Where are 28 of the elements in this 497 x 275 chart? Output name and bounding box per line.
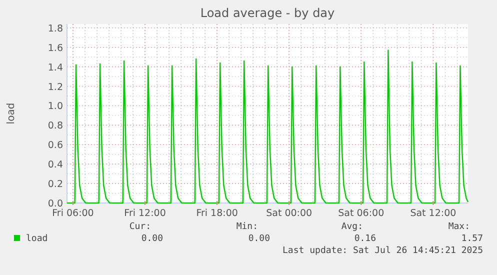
text: 0.00: [248, 234, 270, 244]
y-tick-label: 1.0: [48, 101, 63, 112]
text: 0.16: [354, 234, 376, 244]
x-tick-label: Fri 18:00: [196, 208, 238, 219]
x-tick-label: Fri 12:00: [124, 208, 166, 219]
y-axis-title: load: [6, 102, 17, 124]
x-tick-label: Sat 12:00: [410, 208, 456, 219]
text: Min:: [236, 222, 258, 232]
y-tick-label: 1.4: [48, 62, 63, 74]
legend-label: load: [26, 234, 48, 244]
y-tick-label: 0.2: [48, 179, 63, 190]
y-tick-label: 1.8: [48, 23, 63, 34]
text: Cur:: [129, 222, 151, 232]
y-tick-label: 0.0: [48, 198, 63, 210]
y-tick-label: 0.4: [48, 160, 63, 171]
y-tick-label: 1.2: [48, 82, 63, 93]
text: 0.00: [141, 234, 163, 244]
x-tick-label: Fri 06:00: [52, 208, 94, 219]
y-tick-label: 1.6: [48, 42, 63, 54]
chart-title: Load average - by day: [200, 6, 335, 20]
y-tick-label: 0.6: [48, 140, 63, 152]
text: 1.57: [461, 234, 483, 244]
text: Last update: Sat Jul 26 14:45:21 2025: [282, 246, 483, 256]
x-tick-label: Sat 00:00: [266, 208, 312, 219]
text: Avg:: [341, 222, 363, 232]
x-tick-label: Sat 06:00: [338, 208, 384, 219]
y-tick-label: 0.8: [48, 120, 63, 132]
text: Max:: [448, 222, 470, 232]
